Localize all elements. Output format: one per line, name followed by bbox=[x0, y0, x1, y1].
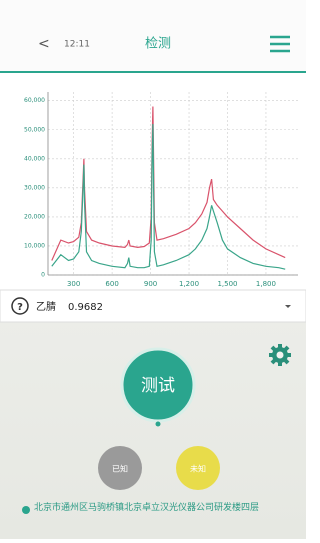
compound-name: 乙腈 bbox=[36, 300, 56, 313]
y-tick-label: 0 bbox=[41, 272, 45, 279]
page: < 12:11 检测 0 10,000 20,000 30,000 40,000 50,0… bbox=[0, 0, 306, 539]
y-tick-label: 20,000 bbox=[24, 213, 45, 220]
x-tick-label: 900 bbox=[144, 280, 157, 288]
indicator bbox=[156, 422, 161, 427]
y-tick-label: 30,000 bbox=[24, 184, 45, 191]
settings-icon[interactable] bbox=[269, 344, 291, 366]
x-tick-label: 1,200 bbox=[179, 280, 199, 288]
x-tick-label: 1,800 bbox=[256, 280, 276, 288]
y-tick-label: 10,000 bbox=[24, 242, 45, 249]
y-tick-label: 50,000 bbox=[24, 126, 45, 133]
header-divider bbox=[0, 71, 306, 73]
time: 12:11 bbox=[64, 40, 90, 50]
address: 北京市通州区马驹桥镇北京卓立汉光仪器公司研发楼四层 bbox=[34, 502, 304, 514]
location-icon bbox=[22, 506, 30, 514]
match-score: 0.9682 bbox=[68, 302, 103, 313]
x-tick-label: 300 bbox=[67, 280, 80, 288]
test-label: 测试 bbox=[141, 376, 175, 396]
page-title: 检测 bbox=[145, 37, 171, 52]
known-label: 已知 bbox=[112, 464, 128, 474]
y-tick-label: 40,000 bbox=[24, 155, 45, 162]
help-text: ? bbox=[17, 302, 23, 313]
x-tick-label: 600 bbox=[105, 280, 118, 288]
unknown-label: 未知 bbox=[190, 464, 206, 474]
address-box: 北京市通州区马驹桥镇北京卓立汉光仪器公司研发楼四层 bbox=[34, 502, 304, 534]
y-tick-label: 60,000 bbox=[24, 97, 45, 104]
back-button[interactable]: < bbox=[38, 36, 50, 52]
x-tick-label: 1,500 bbox=[217, 280, 237, 288]
screen: < 12:11 检测 0 10,000 20,000 30,000 40,000 50,0… bbox=[0, 0, 306, 539]
